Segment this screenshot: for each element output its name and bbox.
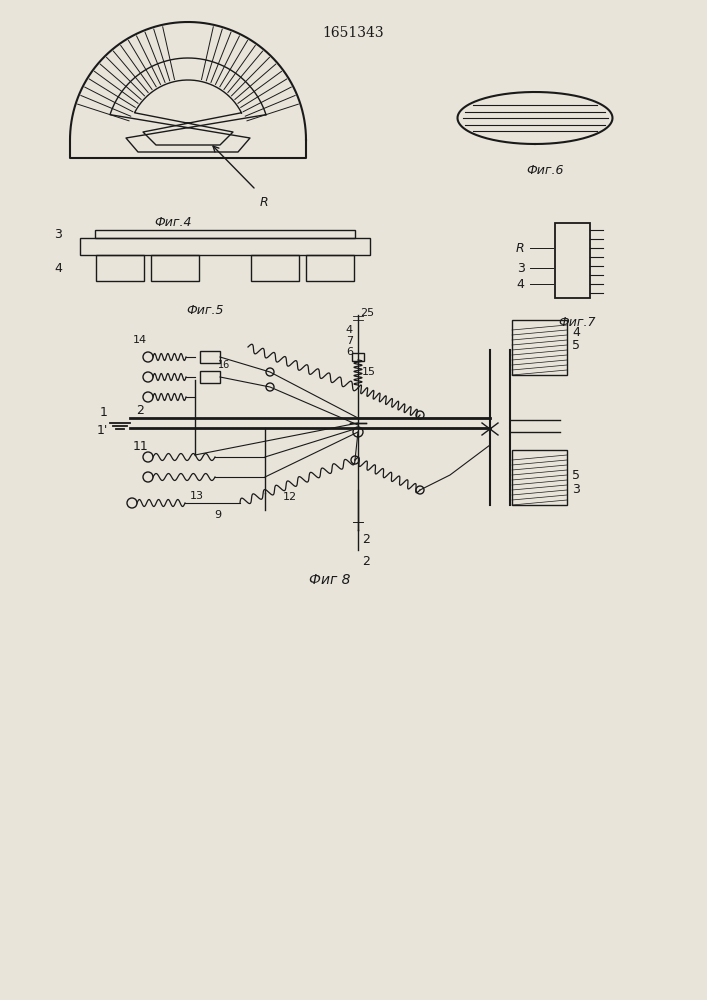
Text: 3: 3 [572,483,580,496]
Text: 14: 14 [133,335,147,345]
Text: 2: 2 [136,403,144,416]
Bar [96,255,144,281]
Text: 6: 6 [346,347,353,357]
Text: Фиг.5: Фиг.5 [186,304,223,316]
Bar [200,371,220,383]
Text: 25: 25 [360,308,374,318]
Bar [306,255,354,281]
Text: 13: 13 [190,491,204,501]
Text: 12: 12 [283,492,297,502]
Text: 4: 4 [54,261,62,274]
Bar [512,320,567,375]
Text: 15: 15 [362,367,376,377]
Bar [151,255,199,281]
Text: Фиг.6: Фиг.6 [526,163,563,176]
Text: 3: 3 [517,261,525,274]
Text: 4: 4 [517,277,525,290]
Text: 2: 2 [362,555,370,568]
Text: Фиг.4: Фиг.4 [154,216,192,229]
Text: 5: 5 [572,469,580,482]
Text: 2: 2 [362,533,370,546]
Bar [352,353,364,361]
Text: 11: 11 [133,440,148,452]
Text: 5: 5 [572,339,580,352]
Text: 1': 1' [97,424,108,436]
Bar [200,351,220,363]
Text: 7: 7 [346,336,353,346]
Text: 4: 4 [572,326,580,339]
Bar [512,450,567,505]
Bar [95,230,355,238]
Bar [251,255,299,281]
Text: Фиг 8: Фиг 8 [309,573,351,587]
Bar [554,223,590,298]
Text: 16: 16 [218,360,230,370]
Text: R: R [516,241,525,254]
Bar [80,238,370,255]
Text: R: R [260,196,269,209]
Text: 1: 1 [100,406,108,418]
Text: 9: 9 [214,510,221,520]
Text: 1651343: 1651343 [322,26,384,40]
Text: 4: 4 [346,325,353,335]
Text: 3: 3 [54,228,62,240]
Text: Фиг.7: Фиг.7 [559,316,596,328]
